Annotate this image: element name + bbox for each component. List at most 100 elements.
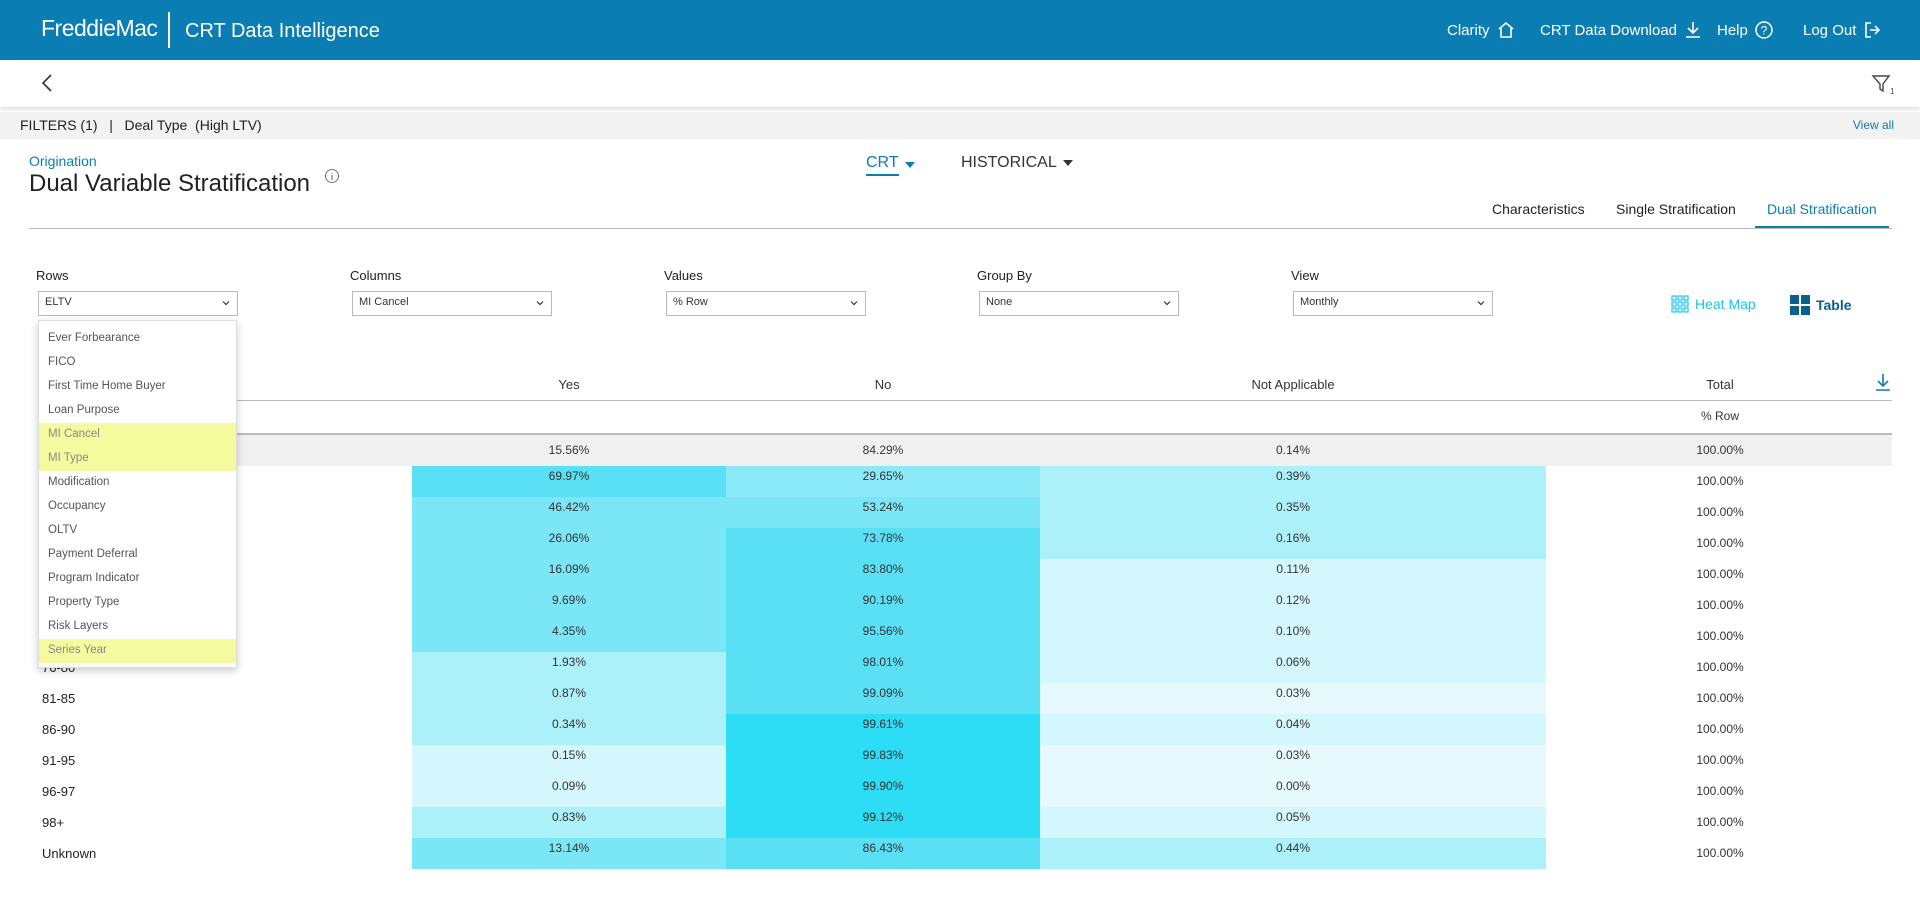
nav-help[interactable]: Help ? [1717,20,1774,40]
column-header-total[interactable]: Total [1706,377,1734,392]
table-cell: 0.03% [1040,683,1546,714]
heat-map-label: Heat Map [1695,296,1756,312]
dropdown-option[interactable]: Payment Deferral [48,548,138,560]
page-title: Dual Variable Stratification [29,170,311,197]
tab-characteristics[interactable]: Characteristics [1492,201,1585,217]
table-cell: 0.05% [1040,807,1546,838]
table-row: Unknown 13.14% 86.43% 0.44% 100.00% [40,838,1892,869]
dropdown-option[interactable]: MI Cancel [39,423,236,447]
table-row: 81-85 0.87% 99.09% 0.03% 100.00% [40,683,1892,714]
view-select-value: Monthly [1300,296,1339,308]
dropdown-option[interactable]: First Time Home Buyer [48,380,166,392]
table-cell: 84.29% [862,443,904,457]
table-view-button[interactable]: Table [1790,295,1852,315]
dropdown-option[interactable]: Occupancy [48,500,106,512]
table-cell: 0.00% [1040,776,1546,807]
column-header-not-applicable[interactable]: Not Applicable [1251,377,1335,392]
row-total-cell: 100.00% [1696,505,1744,519]
chevron-down-icon [850,301,858,306]
tab-single-stratification[interactable]: Single Stratification [1616,201,1736,217]
table-cell: 0.09% [412,776,726,807]
nav-crt-data-download[interactable]: CRT Data Download [1540,20,1703,40]
row-total-cell: 100.00% [1696,567,1744,581]
table-cell: 4.35% [412,621,726,652]
row-label: 91-95 [42,753,76,768]
columns-select-value: MI Cancel [359,296,409,308]
table-cell: 73.78% [726,528,1040,559]
home-icon [1497,21,1514,38]
table-row: 46.42% 53.24% 0.35% 100.00% [40,497,1892,528]
columns-select[interactable]: MI Cancel [352,291,552,316]
dropdown-option[interactable]: MI Type [39,447,236,471]
row-label: 86-90 [42,722,76,737]
table-row: 26.06% 73.78% 0.16% 100.00% [40,528,1892,559]
table-cell: 90.19% [726,590,1040,621]
dropdown-option[interactable]: Modification [48,476,110,488]
crt-dropdown[interactable]: CRT [866,154,915,176]
dropdown-option[interactable]: Property Type [48,596,120,608]
chevron-down-icon [222,301,230,306]
dropdown-option[interactable]: FICO [48,356,76,368]
table-row: 4.35% 95.56% 0.10% 100.00% [40,621,1892,652]
table-cell: 99.83% [726,745,1040,776]
row-total-cell: 100.00% [1696,660,1744,674]
table-cell: 29.65% [726,466,1040,497]
table-cell: 99.12% [726,807,1040,838]
filter-icon[interactable]: 1 [1870,72,1894,96]
dropdown-option[interactable]: Loan Purpose [48,404,120,416]
values-select-value: % Row [673,296,708,308]
row-total-cell: 100.00% [1696,598,1744,612]
logout-icon [1865,22,1881,38]
rows-label: Rows [36,268,69,283]
svg-text:?: ? [1761,24,1768,38]
info-icon[interactable] [324,168,340,184]
freddie-mac-logo[interactable]: FreddieMac [41,15,158,41]
row-total-cell: 100.00% [1696,753,1744,767]
table-cell: 0.03% [1040,745,1546,776]
table-row: 76-801.93%98.01%0.06%100.00% [40,652,1892,683]
row-total-cell: 100.00% [1696,691,1744,705]
table-total-row: 15.56% 84.29% 0.14% 100.00% [40,435,1892,466]
table-cell: 0.06% [1040,652,1546,683]
app-title: CRT Data Intelligence [185,20,380,42]
dropdown-option[interactable]: OLTV [48,524,78,536]
filters-bar: FILTERS (1) | Deal Type (High LTV) View … [0,112,1920,139]
chevron-left-icon[interactable] [38,72,58,94]
column-header-yes[interactable]: Yes [558,377,580,392]
historical-label: HISTORICAL [961,154,1057,171]
view-select[interactable]: Monthly [1293,291,1493,316]
dropdown-option[interactable]: Series Year [39,639,236,663]
table-cell: 98.01% [726,652,1040,683]
table-row: 69.97% 29.65% 0.39% 100.00% [40,466,1892,497]
table-row: 9.69% 90.19% 0.12% 100.00% [40,590,1892,621]
dropdown-option[interactable]: Program Indicator [48,572,140,584]
caret-down-icon [1062,160,1073,166]
values-subheader: % Row [1700,409,1739,423]
top-bar: FreddieMac CRT Data Intelligence Clarity… [0,0,1920,60]
view-all-link[interactable]: View all [1852,118,1894,132]
nav-logout-label: Log Out [1803,21,1857,39]
dropdown-option[interactable]: Ever Forbearance [48,332,141,344]
column-header-no[interactable]: No [874,377,892,392]
download-icon [1686,22,1701,38]
download-icon[interactable] [1874,372,1892,392]
nav-log-out[interactable]: Log Out [1803,20,1882,40]
historical-dropdown[interactable]: HISTORICAL [961,154,1073,172]
table-cell: 13.14% [412,838,726,869]
table-row: 96-97 0.09% 99.90% 0.00% 100.00% [40,776,1892,807]
group-by-select[interactable]: None [979,291,1179,316]
dropdown-option[interactable]: Risk Layers [48,620,109,632]
table-cell: 15.56% [548,443,590,457]
breadcrumb[interactable]: Origination [29,153,97,169]
nav-clarity[interactable]: Clarity [1447,20,1516,40]
rows-select[interactable]: ELTV [38,291,238,316]
nav-download-label: CRT Data Download [1540,21,1678,39]
values-select[interactable]: % Row [666,291,866,316]
table-cell: 0.87% [412,683,726,714]
table-cell: 83.80% [726,559,1040,590]
table-row: 98+ 0.83% 99.12% 0.05% 100.00% [40,807,1892,838]
heat-map-button[interactable]: Heat Map [1671,295,1756,313]
row-total-cell: 100.00% [1696,784,1744,798]
tab-dual-stratification[interactable]: Dual Stratification [1755,201,1889,228]
crt-label: CRT [866,154,899,176]
